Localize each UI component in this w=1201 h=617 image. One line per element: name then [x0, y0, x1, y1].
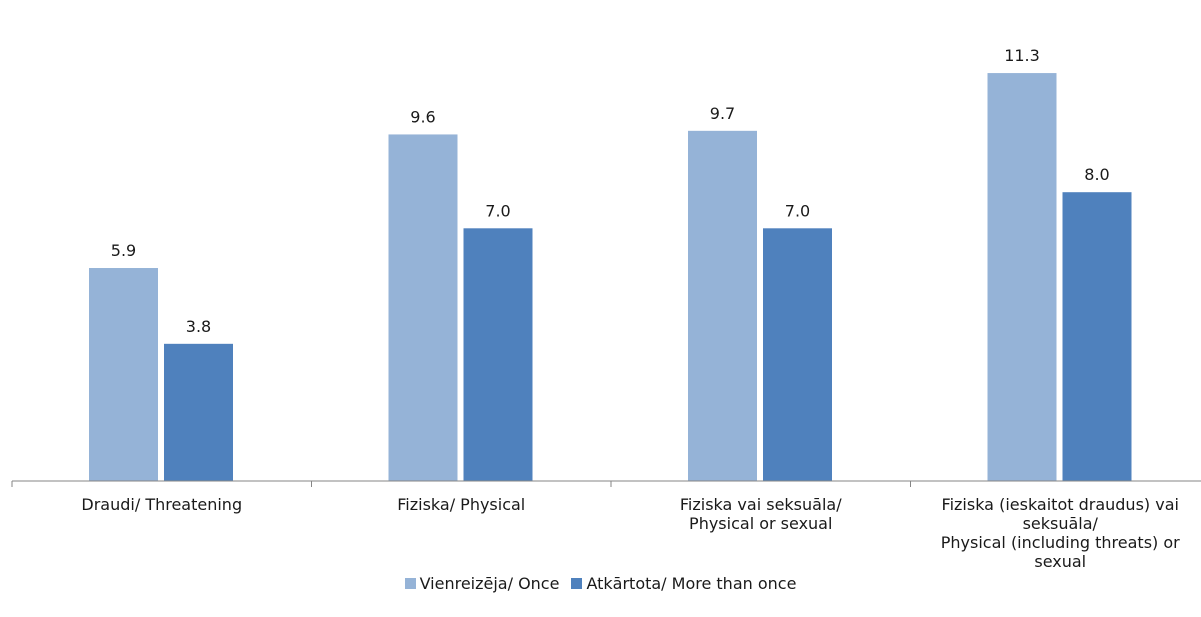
category-label: Fiziska (ieskaitot draudus) vai seksuāla/…	[941, 495, 1180, 571]
value-labels-layer: 5.9 3.8 9.6 7.0 9.7 7.0 11.3 8.0	[111, 46, 1110, 336]
category-label: Fiziska vai seksuāla/Physical or sexual	[680, 495, 842, 533]
data-label-once: 11.3	[1004, 46, 1040, 65]
legend-swatch-more-than-once	[571, 577, 583, 589]
data-label-more-than-once: 3.8	[186, 317, 211, 336]
data-label-once: 9.6	[410, 107, 435, 126]
legend-item-once: Vienreizēja/ Once	[404, 573, 560, 593]
bar-once	[688, 130, 757, 481]
bar-more-than-once	[1062, 192, 1132, 481]
legend-label-once: Vienreizēja/ Once	[419, 573, 560, 593]
category-label-line: seksuāla/	[1023, 514, 1099, 533]
bar-once	[388, 134, 458, 481]
legend: Vienreizēja/ Once Atkārtota/ More than o…	[0, 571, 1201, 595]
category-label: Draudi/ Threatening	[81, 495, 242, 514]
bars-layer	[89, 73, 1132, 481]
bar-more-than-once	[763, 228, 832, 481]
bar-once	[89, 268, 158, 481]
data-label-more-than-once: 7.0	[785, 201, 810, 220]
legend-item-more-than-once: Atkārtota/ More than once	[571, 574, 796, 593]
category-label-line: Fiziska vai seksuāla/	[680, 495, 842, 514]
category-label: Fiziska/ Physical	[397, 495, 525, 514]
x-axis	[11, 480, 1201, 487]
category-label-line: Draudi/ Threatening	[81, 495, 242, 514]
category-labels-layer: Draudi/ Threatening Fiziska/ Physical Fizi…	[81, 495, 1180, 571]
legend-label-more-than-once: Atkārtota/ More than once	[586, 573, 797, 593]
category-label-line: sexual	[1034, 552, 1086, 571]
bar-more-than-once	[164, 343, 233, 481]
category-label-line: Physical or sexual	[689, 514, 832, 533]
category-label-line: Fiziska (ieskaitot draudus) vai	[942, 495, 1179, 514]
category-label-line: Physical (including threats) or	[941, 533, 1180, 552]
data-label-more-than-once: 8.0	[1084, 165, 1109, 184]
category-label-line: Fiziska/ Physical	[397, 495, 525, 514]
data-label-once: 5.9	[111, 241, 136, 260]
legend-swatch-once	[404, 577, 416, 589]
data-label-more-than-once: 7.0	[485, 201, 510, 220]
bar-more-than-once	[463, 228, 533, 481]
bar-once	[987, 73, 1057, 481]
data-label-once: 9.7	[710, 104, 735, 123]
